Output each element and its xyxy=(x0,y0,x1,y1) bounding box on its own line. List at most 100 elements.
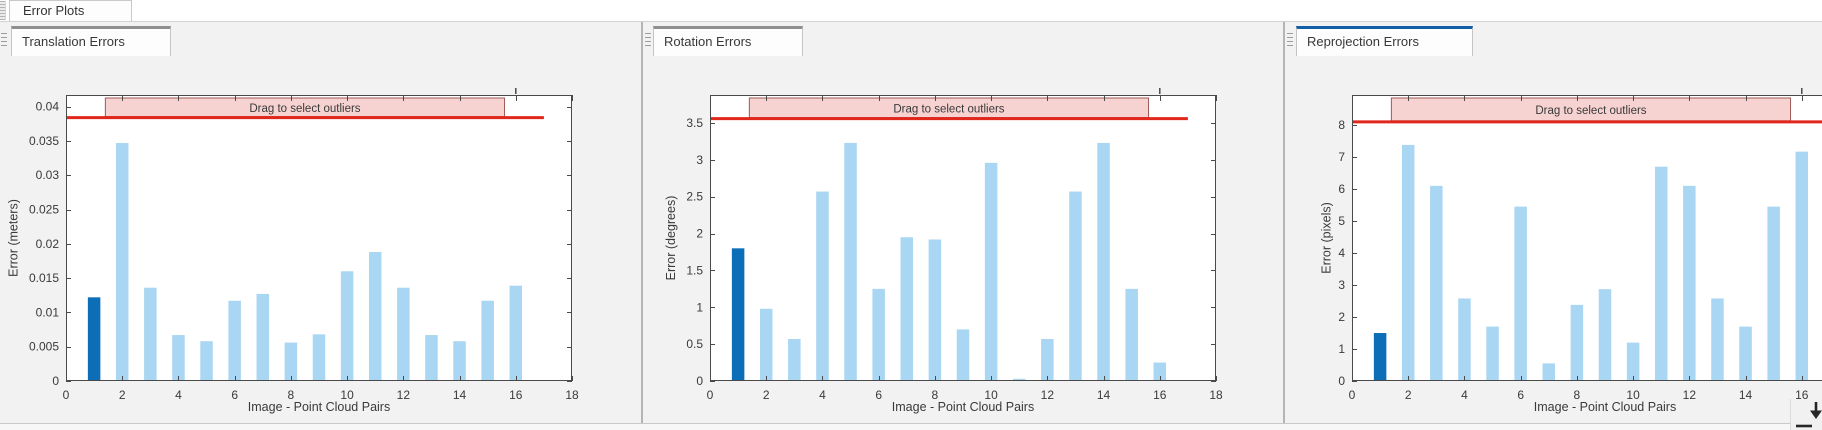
tab-rotation-errors[interactable]: Rotation Errors xyxy=(653,26,803,56)
error-bar[interactable] xyxy=(1486,326,1499,381)
y-tick-label: 0 xyxy=(52,374,59,388)
error-bar[interactable] xyxy=(788,338,801,381)
x-tick-label: 16 xyxy=(1795,388,1809,402)
panel-divider[interactable] xyxy=(641,22,643,423)
y-tick-label: 0.03 xyxy=(36,168,60,182)
panel-drag-grip-icon[interactable] xyxy=(645,33,651,48)
error-bar[interactable] xyxy=(1542,363,1556,381)
y-tick-label: 0.01 xyxy=(36,305,60,319)
x-tick-label: 6 xyxy=(231,388,238,402)
y-tick-label: 0.035 xyxy=(29,134,59,148)
error-bar[interactable] xyxy=(368,252,382,381)
error-bar[interactable] xyxy=(144,287,157,381)
error-bar[interactable] xyxy=(984,162,998,381)
error-bar[interactable] xyxy=(1739,326,1752,381)
x-axis-label: Image - Point Cloud Pairs xyxy=(1534,400,1676,414)
dock-down-arrow-icon xyxy=(1796,402,1822,428)
y-tick-label: 2.5 xyxy=(686,190,703,204)
bottom-border-strip xyxy=(0,423,1791,430)
error-bar[interactable] xyxy=(1767,206,1780,381)
error-bar[interactable] xyxy=(340,271,354,381)
error-bar[interactable] xyxy=(1598,289,1612,381)
y-tick-label: 1 xyxy=(1338,342,1345,356)
error-bar[interactable] xyxy=(1401,144,1415,381)
error-bar[interactable] xyxy=(1626,342,1640,381)
error-bar[interactable] xyxy=(87,297,101,381)
dock-corner[interactable] xyxy=(1790,399,1822,430)
y-tick-label: 2 xyxy=(1338,310,1345,324)
error-bar[interactable] xyxy=(397,287,410,381)
figure-group-tab-bar: Error Plots xyxy=(0,0,1822,22)
x-tick-label: 0 xyxy=(63,388,70,402)
panel-translation-errors: Translation Errors Drag to select outlie… xyxy=(0,22,641,423)
error-bar[interactable] xyxy=(1041,338,1054,381)
error-bar[interactable] xyxy=(1654,166,1668,381)
translation-errors-chart[interactable]: Drag to select outliers 0 2 4 6 8 10 12 14 16 18 0 0… xyxy=(0,22,641,423)
x-tick-label: 6 xyxy=(1517,388,1524,402)
outlier-band-label: Drag to select outliers xyxy=(893,103,1004,115)
error-bar[interactable] xyxy=(928,239,942,381)
error-bar[interactable] xyxy=(1153,362,1167,381)
error-bar[interactable] xyxy=(816,191,829,381)
error-bar[interactable] xyxy=(509,285,523,381)
error-bar[interactable] xyxy=(1097,142,1110,381)
x-tick-label: 8 xyxy=(932,388,939,402)
error-bar[interactable] xyxy=(256,293,270,381)
error-bar[interactable] xyxy=(228,300,241,381)
y-tick-label: 0.025 xyxy=(29,203,59,217)
group-drag-grip-icon[interactable] xyxy=(0,1,6,20)
x-tick-label: 14 xyxy=(1739,388,1753,402)
x-tick-label: 14 xyxy=(1097,388,1111,402)
error-bar[interactable] xyxy=(956,329,970,381)
reprojection-errors-chart[interactable]: Drag to select outliers02468101214161801… xyxy=(1286,22,1822,423)
error-bar[interactable] xyxy=(1514,206,1527,381)
x-tick-label: 18 xyxy=(1209,388,1223,402)
x-tick-label: 10 xyxy=(1626,388,1640,402)
error-bar[interactable] xyxy=(1458,298,1471,381)
tab-reprojection-errors[interactable]: Reprojection Errors xyxy=(1296,26,1473,56)
axes-box xyxy=(66,95,572,381)
panel-drag-grip-icon[interactable] xyxy=(1287,33,1293,48)
y-axis-label: Error (meters) xyxy=(7,199,21,277)
error-bar[interactable] xyxy=(1683,185,1696,381)
error-bar[interactable] xyxy=(312,334,326,381)
error-bar[interactable] xyxy=(900,237,914,381)
panel-drag-grip-icon[interactable] xyxy=(1,33,7,48)
error-bar[interactable] xyxy=(1069,191,1082,381)
y-tick-label: 8 xyxy=(1338,118,1345,132)
error-bar[interactable] xyxy=(872,288,885,381)
error-bar[interactable] xyxy=(731,248,745,381)
y-tick-label: 0.5 xyxy=(686,337,703,351)
error-bar[interactable] xyxy=(1795,151,1809,381)
y-tick-label: 2 xyxy=(696,227,703,241)
x-tick-label: 0 xyxy=(1349,388,1356,402)
error-bar[interactable] xyxy=(759,308,773,381)
tab-error-plots[interactable]: Error Plots xyxy=(9,0,132,21)
x-tick-label: 12 xyxy=(1683,388,1697,402)
error-bar[interactable] xyxy=(284,342,298,381)
error-bar[interactable] xyxy=(1430,185,1443,381)
error-bar[interactable] xyxy=(1125,288,1138,381)
tab-translation-errors[interactable]: Translation Errors xyxy=(11,26,171,56)
y-tick-label: 1.5 xyxy=(686,263,703,277)
error-bar[interactable] xyxy=(172,335,185,381)
error-bar[interactable] xyxy=(425,335,438,381)
error-bar[interactable] xyxy=(844,142,857,381)
x-axis-label: Image - Point Cloud Pairs xyxy=(248,400,390,414)
error-bar[interactable] xyxy=(1373,333,1387,381)
error-bar[interactable] xyxy=(115,143,129,381)
y-tick-label: 0.04 xyxy=(36,100,60,114)
panel-divider[interactable] xyxy=(1283,22,1285,423)
y-tick-label: 0 xyxy=(1338,374,1345,388)
error-bar[interactable] xyxy=(1711,298,1724,381)
error-bar[interactable] xyxy=(1012,378,1026,381)
x-tick-label: 12 xyxy=(397,388,411,402)
x-tick-label: 4 xyxy=(1461,388,1468,402)
error-bar[interactable] xyxy=(453,341,466,381)
error-bar[interactable] xyxy=(200,341,213,381)
error-bar[interactable] xyxy=(1570,304,1584,381)
panel-rotation-errors: Rotation Errors Drag to select outliers 0… xyxy=(644,22,1283,423)
x-axis-label: Image - Point Cloud Pairs xyxy=(892,400,1034,414)
error-bar[interactable] xyxy=(481,300,494,381)
